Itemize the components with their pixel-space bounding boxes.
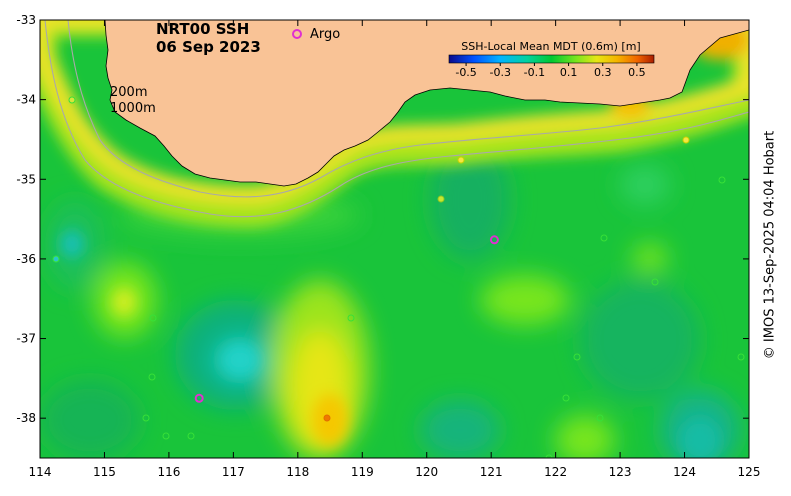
colorbar-tick-label: 0.1	[560, 66, 578, 79]
x-tick-label: 118	[286, 465, 309, 479]
ssh-anomaly-field	[40, 140, 740, 458]
y-tick-label: -38	[16, 411, 36, 425]
x-tick-label: 119	[351, 465, 374, 479]
x-tick-label: 114	[29, 465, 52, 479]
colorbar: SSH-Local Mean MDT (0.6m) [m] -0.5 -0.3 -0…	[448, 40, 655, 79]
observation-markers	[52, 96, 745, 458]
x-tick-label: 116	[157, 465, 180, 479]
x-tick-label: 120	[415, 465, 438, 479]
x-tick-label: 123	[609, 465, 632, 479]
x-tick-label: 117	[222, 465, 245, 479]
y-tick-label: -35	[16, 172, 36, 186]
argo-float-marker	[194, 393, 204, 403]
x-tick-label: 115	[93, 465, 116, 479]
y-tick-label: -34	[16, 93, 36, 107]
y-tick-label: -36	[16, 252, 36, 266]
map-date: 06 Sep 2023	[156, 38, 261, 56]
y-axis: -33 -34 -35 -36 -37 -38	[16, 13, 749, 425]
ssh-anomaly-detail	[60, 230, 720, 458]
map-title: NRT00 SSH	[156, 20, 249, 38]
colorbar-tick-label: 0.3	[594, 66, 612, 79]
y-tick-label: -37	[16, 332, 36, 346]
x-tick-label: 122	[544, 465, 567, 479]
y-tick-label: -33	[16, 13, 36, 27]
plot-frame	[39, 19, 750, 459]
credit-text: © IMOS 13-Sep-2025 04:04 Hobart	[762, 130, 778, 360]
colorbar-tick-label: 0.5	[628, 66, 646, 79]
isobath-1000m	[44, 20, 749, 218]
isobath-1000m-label: 1000m	[110, 101, 156, 116]
x-tick-label: 121	[480, 465, 503, 479]
colorbar-ticks: -0.5 -0.3 -0.1 0.1 0.3 0.5	[455, 63, 646, 79]
colorbar-title: SSH-Local Mean MDT (0.6m) [m]	[461, 40, 640, 53]
argo-legend-label: Argo	[310, 27, 340, 42]
colorbar-gradient	[448, 54, 655, 64]
colorbar-tick-label: -0.3	[490, 66, 511, 79]
colorbar-tick-label: -0.1	[524, 66, 545, 79]
map-plot-area	[40, 20, 749, 458]
argo-legend-marker	[292, 29, 302, 39]
isobath-200m-label: 200m	[110, 85, 147, 100]
argo-float-layer	[194, 235, 499, 403]
colorbar-tick-label: -0.5	[455, 66, 476, 79]
x-axis: 114 115 116 117 118 119 120 121 122 123 124 125	[29, 20, 761, 479]
x-tick-label: 124	[673, 465, 696, 479]
argo-float-marker	[489, 235, 499, 245]
isobath-200m	[67, 20, 749, 198]
x-tick-label: 125	[738, 465, 761, 479]
